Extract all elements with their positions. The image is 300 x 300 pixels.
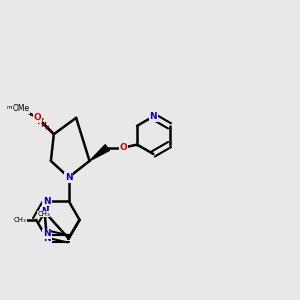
Text: CH₃: CH₃	[37, 211, 50, 217]
Text: O: O	[34, 113, 41, 122]
Text: N: N	[65, 173, 73, 182]
Text: N: N	[149, 112, 157, 121]
Text: methoxy: methoxy	[6, 105, 30, 110]
Text: N: N	[43, 196, 51, 206]
Text: OMe: OMe	[13, 104, 30, 113]
Polygon shape	[89, 145, 110, 161]
Text: N: N	[43, 234, 51, 243]
Text: N: N	[41, 207, 48, 216]
Text: N: N	[43, 230, 50, 238]
Text: CH₃: CH₃	[14, 217, 26, 223]
Text: O: O	[120, 143, 128, 152]
